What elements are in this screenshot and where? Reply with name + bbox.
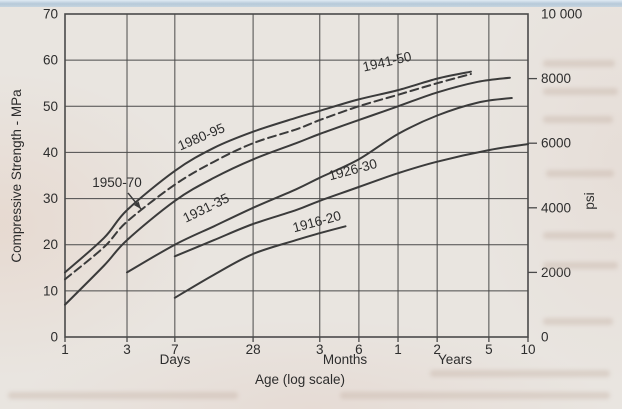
x-tick-label: 5	[485, 342, 493, 357]
scan-artifact	[543, 88, 618, 95]
x-tick-label: 6	[355, 342, 363, 357]
x-tick-label: 1	[394, 342, 402, 357]
psi-tick-label: 2000	[541, 265, 571, 280]
curve-label-1980-95: 1980-95	[176, 120, 227, 153]
mpa-tick-label: 50	[43, 99, 58, 114]
curve-label-1916-20: 1916-20	[291, 208, 343, 235]
grid-layer	[64, 13, 529, 338]
x-tick-label: 3	[123, 342, 131, 357]
x-tick-label: 3	[316, 342, 324, 357]
scan-artifact	[430, 370, 610, 377]
scan-artifact	[340, 392, 610, 399]
curve-1941-50	[64, 76, 511, 306]
x-axis-title: Age (log scale)	[255, 372, 345, 387]
curve-1931-35	[126, 97, 513, 274]
curve-label-1941-50: 1941-50	[361, 49, 413, 75]
tick-label-layer: 1 3 7 28 3 6 1 2 5 10 70 60 50 40 30 20 10 0 10 000 8000 600…	[43, 7, 582, 358]
mpa-tick-label: 0	[50, 330, 58, 345]
scan-artifact	[8, 392, 238, 399]
curve-1950-70	[64, 73, 472, 281]
scan-artifact	[543, 232, 615, 239]
mpa-tick-label: 20	[43, 237, 58, 252]
psi-tick-label: 6000	[541, 136, 571, 151]
scan-edge-strip	[0, 0, 622, 7]
curve-1916-20	[173, 225, 347, 299]
y-axis-title-left: Compressive Strength - MPa	[9, 89, 24, 263]
curves-layer	[64, 70, 529, 306]
x-tick-label: 28	[246, 342, 261, 357]
scan-artifact	[546, 170, 614, 177]
mpa-tick-label: 40	[43, 145, 58, 160]
y-axis-title-right: psi	[582, 192, 597, 209]
curve-label-1926-30: 1926-30	[327, 156, 379, 183]
psi-tick-label: 8000	[541, 71, 571, 86]
curve-label-1950-70: 1950-70	[92, 175, 142, 190]
scan-artifact	[543, 60, 615, 67]
curve-1980-95	[64, 70, 472, 274]
mpa-tick-label: 10	[43, 283, 58, 298]
mpa-tick-label: 70	[43, 7, 58, 22]
mpa-tick-label: 60	[43, 53, 58, 68]
mpa-tick-label: 30	[43, 191, 58, 206]
scan-artifact	[543, 116, 613, 123]
plot-frame	[64, 13, 529, 338]
axis-tick-layer	[64, 77, 537, 342]
scan-artifact	[543, 262, 618, 269]
psi-tick-label: 10 000	[541, 7, 582, 22]
x-group-label-months: Months	[323, 352, 368, 367]
x-tick-label: 1	[61, 342, 69, 357]
scan-artifact	[543, 318, 613, 325]
psi-tick-label: 0	[541, 330, 549, 345]
x-group-label-days: Days	[160, 352, 191, 367]
label-arrowhead	[134, 201, 141, 209]
curve-1926-30	[173, 143, 529, 258]
x-tick-label: 10	[520, 342, 535, 357]
x-tick-label: 7	[171, 342, 179, 357]
curve-label-1931-35: 1931-35	[180, 190, 231, 225]
psi-tick-label: 4000	[541, 200, 571, 215]
x-group-label-years: Years	[438, 352, 472, 367]
x-tick-label: 2	[433, 342, 441, 357]
